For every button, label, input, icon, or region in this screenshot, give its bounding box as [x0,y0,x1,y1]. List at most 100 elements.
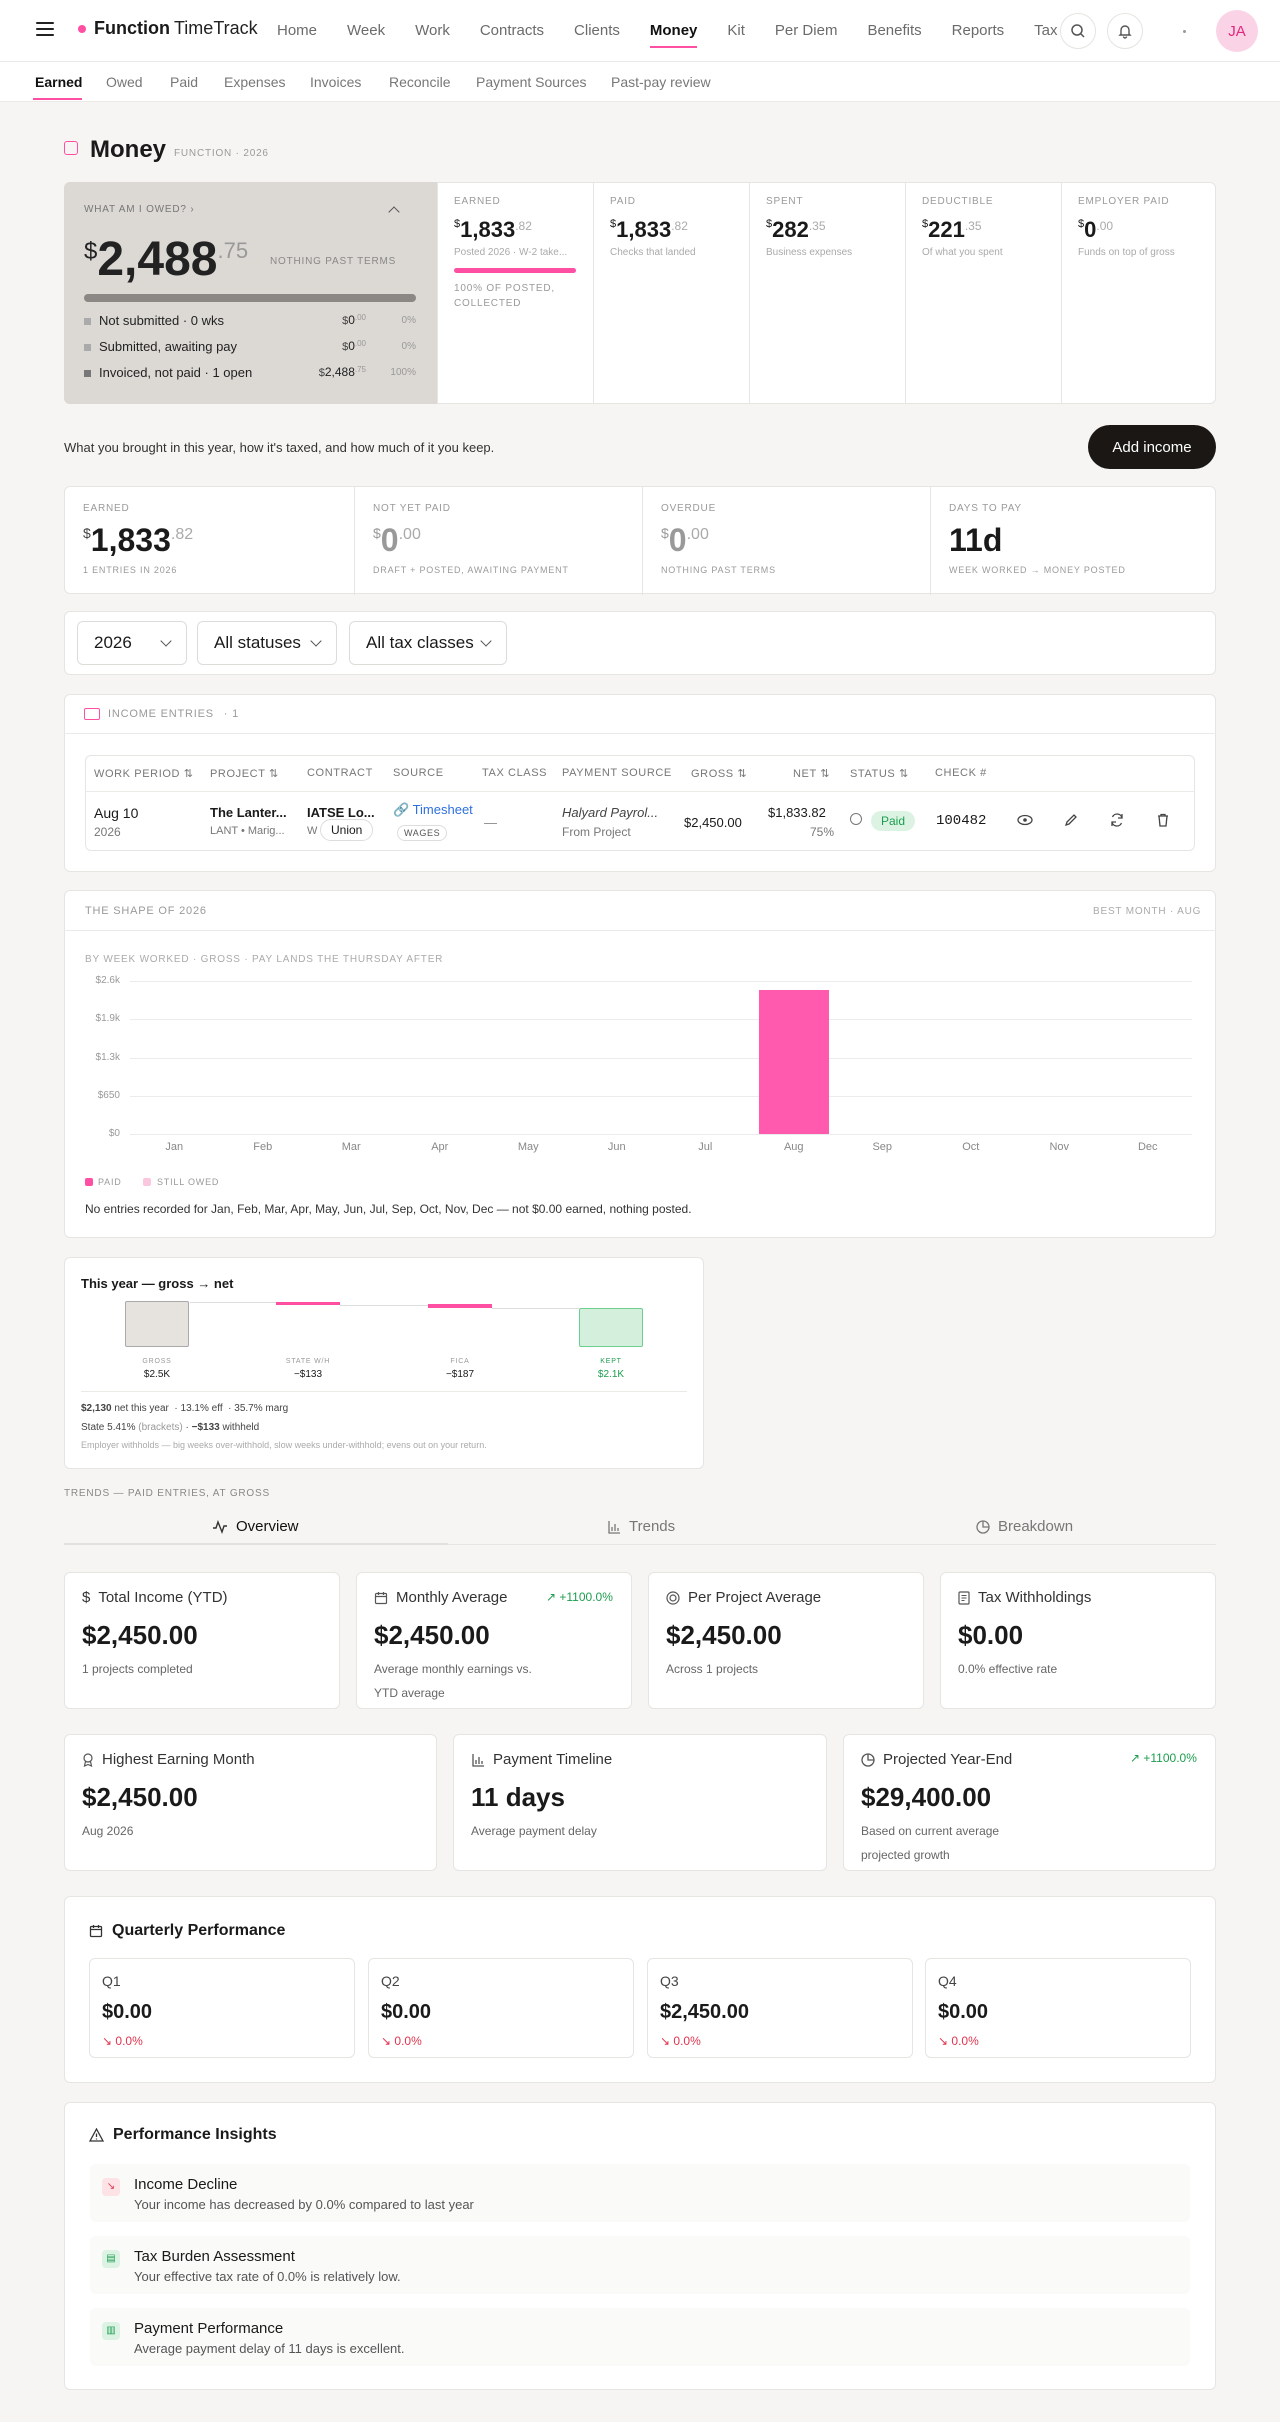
tax-class-select[interactable]: All tax classes [349,621,507,665]
quarter-card: Q4 $0.00 ↘ 0.0% [925,1958,1191,2058]
x-tick-label: Jan [165,1141,184,1153]
status-select[interactable]: All statuses [197,621,337,665]
main-nav: Home Week Work Contracts Clients Money K… [277,0,1088,62]
metric-payment-timeline: Payment Timeline 11 days Average payment… [453,1734,827,1871]
link-icon: 🔗 [393,802,410,817]
shape-chart-card [64,890,1216,1238]
owed-note: NOTHING PAST TERMS [270,256,397,267]
nav-benefits[interactable]: Benefits [867,22,922,39]
col-contract: CONTRACT [307,767,373,779]
col-tax-class: TAX CLASS [482,767,548,779]
trends-label: TRENDS — PAID ENTRIES, AT GROSS [64,1488,270,1499]
gross-net-card [64,1257,704,1469]
delete-icon[interactable] [1156,813,1170,827]
chart-subtitle: BY WEEK WORKED · GROSS · PAY LANDS THE T… [85,954,444,965]
top-bar: Function TimeTrack Home Week Work Contrac… [0,0,1280,62]
bar-chart-icon [608,1520,620,1534]
chart-note: No entries recorded for Jan, Feb, Mar, A… [85,1202,692,1216]
notifications-button[interactable] [1107,13,1143,49]
earned-progress [454,268,576,273]
kpi-earned[interactable]: EARNED $1,833.82 Posted 2026 · W-2 take.… [437,182,593,404]
stats-row: EARNED $1,833.82 1 ENTRIES IN 2026 NOT Y… [64,486,1216,595]
subnav-expenses[interactable]: Expenses [224,74,286,90]
collapse-icon[interactable] [388,206,400,218]
pie-chart-icon [976,1519,990,1534]
active-tab-indicator [33,98,82,100]
kpi-deductible[interactable]: DEDUCTIBLE $221.35 Of what you spent [905,182,1061,404]
subnav-invoices[interactable]: Invoices [310,74,362,90]
add-income-button[interactable]: Add income [1088,425,1216,469]
nav-home[interactable]: Home [277,22,318,39]
x-tick-label: Feb [253,1141,273,1153]
owed-panel[interactable]: WHAT AM I OWED? › $2,488.75 NOTHING PAST… [64,182,437,404]
owed-row: Submitted, awaiting pay $0.00 0% [84,339,416,354]
chevron-down-icon [310,635,322,647]
nav-contracts[interactable]: Contracts [479,22,545,39]
insights-title: Performance Insights [113,2126,277,2143]
col-project[interactable]: PROJECT ⇅ [210,768,279,780]
subnav-paid[interactable]: Paid [170,74,199,90]
quarter-card: Q2 $0.00 ↘ 0.0% [368,1958,634,2058]
owed-amount: $2,488.75 [84,233,249,286]
search-button[interactable] [1060,13,1096,49]
nav-money[interactable]: Money [649,0,697,62]
col-payment-source: PAYMENT SOURCE [562,767,672,779]
legend-paid-swatch [85,1178,93,1186]
col-work-period[interactable]: WORK PERIOD ⇅ [94,768,194,780]
metric-projected-year-end: Projected Year-End $29,400.00 Based on c… [843,1734,1216,1871]
tab-breakdown[interactable]: Breakdown [976,1518,1073,1535]
metric-tax-withholdings: Tax Withholdings $0.00 0.0% effective ra… [940,1572,1216,1709]
brand-dot-icon [78,24,86,33]
nav-clients[interactable]: Clients [574,22,620,39]
waterfall-gross-bar [125,1301,189,1347]
bar-chart-icon [472,1753,484,1767]
x-tick-label: Aug [783,1141,804,1153]
view-icon[interactable] [1017,813,1033,827]
refresh-icon[interactable] [1110,813,1124,827]
status-badge: Paid [871,811,916,831]
legend-owed: STILL OWED [157,1177,220,1187]
col-net[interactable]: NET ⇅ [793,768,831,780]
page-title: Money [90,136,167,163]
kpi-spent[interactable]: SPENT $282.35 Business expenses [749,182,905,404]
tab-trends[interactable]: Trends [607,1518,675,1535]
insight-item: ↘ Income Decline Your income has decreased… [90,2164,1190,2222]
subnav-earned[interactable]: Earned [35,74,83,90]
stat-days-to-pay: DAYS TO PAY 11d WEEK WORKED → MONEY POST… [930,487,1215,595]
menu-icon[interactable] [36,22,54,36]
best-month: BEST MONTH · AUG [1093,906,1202,917]
chart-bar[interactable] [758,989,829,1134]
chevron-down-icon [480,635,492,647]
subnav-payment-sources[interactable]: Payment Sources [476,74,587,90]
nav-week[interactable]: Week [347,22,386,39]
check-circle-icon [850,813,862,825]
award-icon [83,1752,93,1767]
timesheet-link[interactable]: 🔗 Timesheet [393,802,473,817]
nav-kit[interactable]: Kit [727,22,745,39]
tab-overview[interactable]: Overview [212,1518,299,1535]
owed-label[interactable]: WHAT AM I OWED? › [84,204,195,215]
subnav-past-pay-review[interactable]: Past-pay review [611,74,711,90]
stat-overdue: OVERDUE $0.00 NOTHING PAST TERMS [642,487,930,595]
nav-reports[interactable]: Reports [951,22,1005,39]
trend-up-badge: ↗ +1100.0% [546,1590,613,1604]
col-gross[interactable]: GROSS ⇅ [691,768,748,780]
subnav-reconcile[interactable]: Reconcile [389,74,451,90]
intro-text: What you brought in this year, how it's … [64,440,495,455]
kpi-employer-paid[interactable]: EMPLOYER PAID $0.00 Funds on top of gros… [1061,182,1216,404]
kpi-paid[interactable]: PAID $1,833.82 Checks that landed [593,182,749,404]
nav-per-diem[interactable]: Per Diem [774,22,838,39]
subnav-owed[interactable]: Owed [106,74,143,90]
brand-logo[interactable]: Function TimeTrack [78,18,258,39]
edit-icon[interactable] [1064,813,1078,827]
nav-work[interactable]: Work [415,22,450,39]
col-status[interactable]: STATUS ⇅ [850,768,909,780]
year-select[interactable]: 2026 [77,621,187,665]
entries-title: INCOME ENTRIES · 1 [108,708,240,720]
insight-item: ▥ Payment Performance Average payment dela… [90,2308,1190,2366]
avatar[interactable]: JA [1216,10,1258,52]
wages-badge: WAGES [397,825,448,841]
calendar-icon [374,1591,388,1604]
dollar-icon: $ [82,1589,91,1606]
nav-tax[interactable]: Tax [1034,22,1058,39]
